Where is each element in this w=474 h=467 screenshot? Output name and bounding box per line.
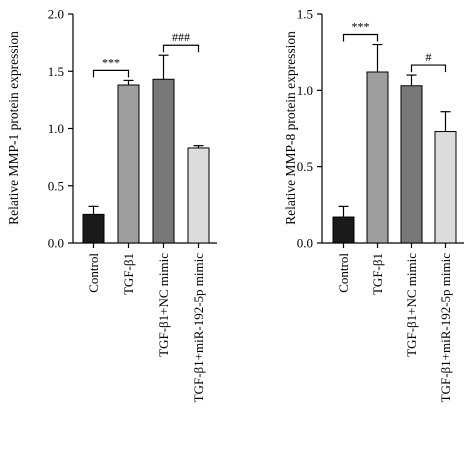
y-tick-label: 1.5 [297, 7, 313, 22]
x-tick-label: TGF-β1+miR-192-5p mimic [438, 253, 453, 403]
y-axis-title: Relative MMP-1 protein expression [6, 31, 21, 225]
y-tick-label: 0.5 [48, 178, 64, 193]
y-tick-label: 0.5 [297, 159, 313, 174]
x-tick-label: TGF-β1 [370, 253, 385, 295]
significance-label: # [426, 50, 432, 64]
significance-label: *** [352, 20, 370, 34]
significance-label: *** [102, 55, 120, 69]
x-tick-label: TGF-β1+NC mimic [404, 253, 419, 357]
bar [366, 71, 389, 244]
significance-bracket [410, 64, 447, 73]
bar [152, 78, 175, 244]
y-tick-label: 1.0 [48, 121, 64, 136]
y-tick-label: 1.5 [48, 64, 64, 79]
x-tick-label: Control [86, 253, 101, 293]
significance-bracket [92, 69, 130, 78]
y-tick-label: 2.0 [48, 7, 64, 22]
mmp1-chart: 0.0 0.5 1.0 1.5 2.0 Relative MMP-1 protein ex… [6, 7, 217, 403]
bar [400, 85, 423, 244]
bar [434, 131, 457, 244]
bar [187, 147, 210, 244]
y-tick-label: 1.0 [297, 83, 313, 98]
significance-label: ### [172, 30, 190, 44]
x-tick-label: TGF-β1 [121, 253, 136, 295]
bar [117, 84, 140, 244]
bar [82, 213, 105, 244]
significance-bracket [162, 44, 200, 53]
x-tick-label: TGF-β1+NC mimic [156, 253, 171, 357]
y-tick-label: 0.0 [297, 236, 313, 251]
x-tick-label: TGF-β1+miR-192-5p mimic [191, 253, 206, 403]
y-axis-title: Relative MMP-8 protein expression [283, 31, 298, 225]
mmp8-chart: 0.0 0.5 1.0 1.5 Relative MMP-8 protein expre… [283, 7, 464, 403]
x-tick-label: Control [336, 253, 351, 293]
bar [332, 216, 355, 244]
significance-bracket [342, 33, 379, 42]
y-tick-label: 0.0 [48, 236, 64, 251]
